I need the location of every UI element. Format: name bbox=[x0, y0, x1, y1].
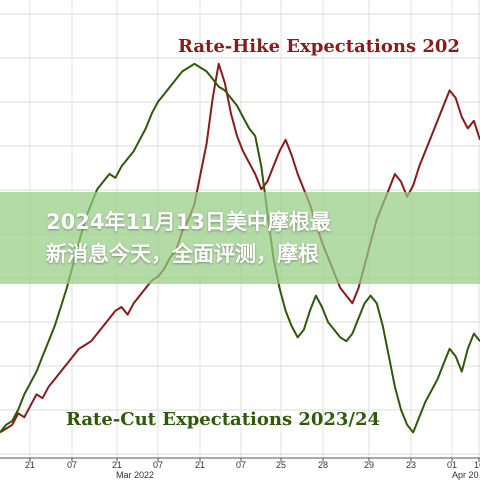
x-tick-label: 23 bbox=[406, 460, 416, 470]
series-line-rate-hike bbox=[0, 62, 480, 434]
x-tick-label: 29 bbox=[364, 460, 374, 470]
headline-line-2: 新消息今天，全面评测，摩根 bbox=[46, 242, 319, 266]
x-tick-label: 07 bbox=[67, 460, 77, 470]
month-label-mar-2022: Mar 2022 bbox=[116, 470, 154, 480]
series-label-rate-hike: Rate-Hike Expectations 202 bbox=[178, 36, 460, 57]
headline-line-1: 2024年11月13日美中摩根最 bbox=[46, 210, 331, 234]
x-tick-label: 07 bbox=[236, 460, 246, 470]
month-label-apr: Apr 20 bbox=[452, 470, 479, 480]
x-tick-label: 21 bbox=[112, 460, 122, 470]
x-tick-label: 07 bbox=[153, 460, 163, 470]
headline-banner: 2024年11月13日美中摩根最 新消息今天，全面评测，摩根 bbox=[0, 192, 480, 284]
series-label-rate-cut: Rate-Cut Expectations 2023/24 bbox=[66, 409, 380, 430]
x-tick-label: 25 bbox=[276, 460, 286, 470]
x-tick-label: 21 bbox=[25, 460, 35, 470]
x-tick-label: 16 bbox=[474, 460, 480, 470]
x-tick-label: 01 bbox=[447, 460, 457, 470]
x-tick-label: 28 bbox=[318, 460, 328, 470]
x-tick-label: 21 bbox=[195, 460, 205, 470]
x-axis-ticks: 21 07 21 07 21 07 25 28 29 23 01 16 bbox=[25, 458, 480, 470]
